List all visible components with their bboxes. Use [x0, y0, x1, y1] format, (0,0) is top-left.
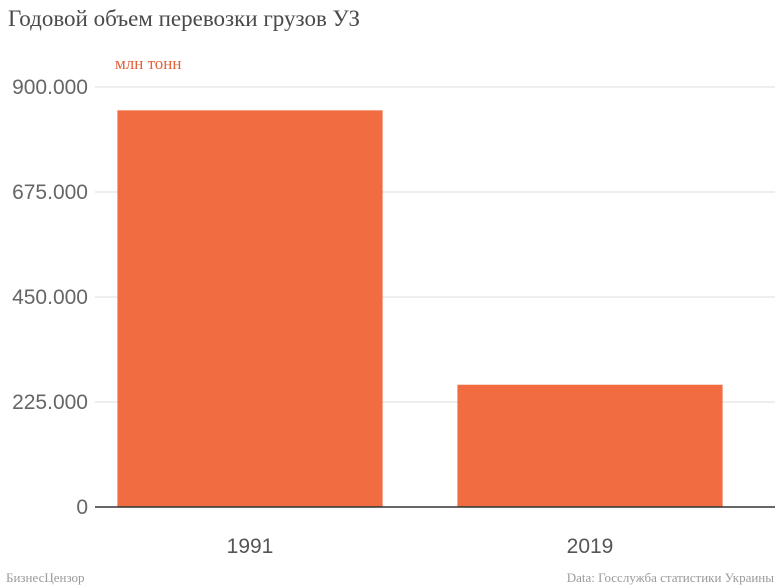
y-tick-label: 900.000: [12, 76, 88, 99]
footer-source: Data: Госслужба статистики Украины: [566, 570, 774, 585]
x-category-labels: 1991 2019: [227, 535, 614, 558]
y-tick-label: 450.000: [12, 286, 88, 309]
chart-title: Годовой объем перевозки грузов УЗ: [8, 6, 361, 31]
bar-2019: [457, 384, 723, 507]
y-tick-labels: 0 225.000 450.000 675.000 900.000: [12, 76, 88, 519]
x-category-label: 2019: [567, 535, 614, 558]
x-category-label: 1991: [227, 535, 274, 558]
y-tick-label: 225.000: [12, 391, 88, 414]
footer-brand: БизнесЦензор: [6, 570, 85, 585]
bar-1991: [117, 110, 383, 507]
y-tick-label: 675.000: [12, 181, 88, 204]
unit-label: млн тонн: [115, 54, 182, 73]
bars: [117, 110, 723, 507]
y-tick-label: 0: [76, 496, 88, 519]
